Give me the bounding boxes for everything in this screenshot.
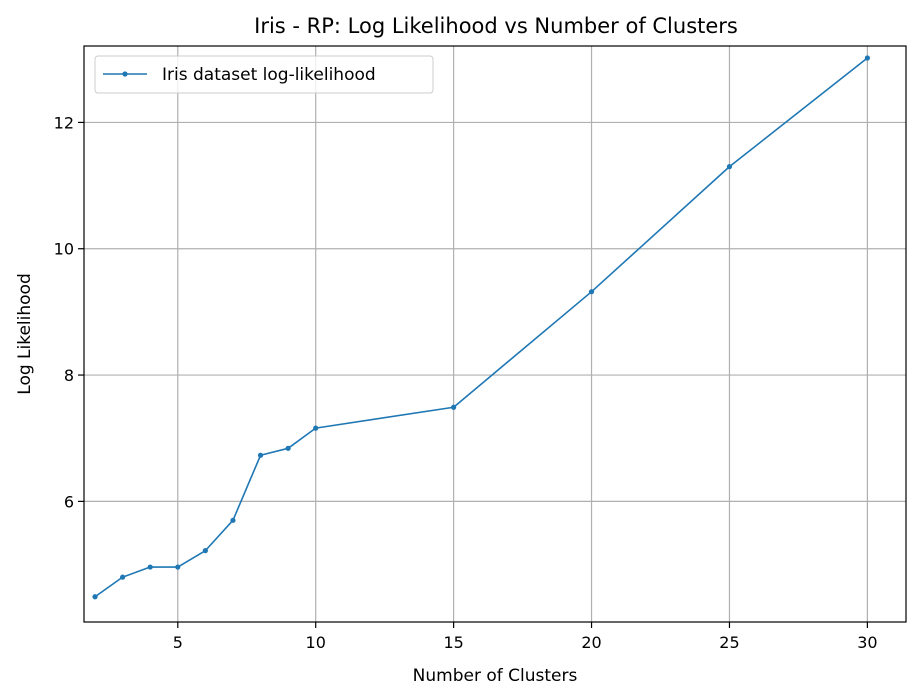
data-point — [230, 517, 236, 523]
plot-frame — [83, 45, 907, 623]
series-layer — [92, 55, 870, 600]
legend-marker-sample — [122, 71, 128, 77]
x-tick-label: 20 — [581, 633, 601, 652]
data-point — [864, 55, 870, 61]
data-point — [92, 594, 98, 600]
y-axis-label: Log Likelihood — [15, 273, 35, 394]
legend-label: Iris dataset log-likelihood — [162, 65, 376, 85]
y-tick-label: 6 — [64, 492, 74, 511]
x-tick-label: 25 — [719, 633, 739, 652]
data-point — [313, 425, 319, 431]
plot-area — [84, 46, 906, 622]
legend-box — [94, 55, 434, 94]
data-point — [285, 445, 291, 451]
x-tick-label: 5 — [173, 633, 183, 652]
legend: Iris dataset log-likelihood — [94, 55, 434, 94]
axis-ticks: 5 10 15 20 25 30 6 8 10 12 — [54, 113, 878, 652]
x-tick-label: 10 — [306, 633, 326, 652]
data-point — [257, 452, 264, 458]
y-tick-label: 8 — [64, 366, 74, 385]
y-tick-label: 10 — [54, 240, 74, 259]
x-tick-label: 30 — [857, 633, 877, 652]
data-point — [120, 574, 126, 580]
grid-lines — [84, 46, 906, 622]
x-axis-label: Number of Clusters — [413, 666, 578, 686]
data-point — [451, 404, 457, 410]
data-point — [726, 164, 733, 170]
data-point — [147, 564, 153, 570]
data-point — [588, 289, 595, 295]
y-tick-label: 12 — [54, 113, 74, 132]
data-point — [202, 548, 208, 554]
x-tick-label: 15 — [443, 633, 463, 652]
data-point — [175, 564, 181, 570]
chart-title: Iris - RP: Log Likelihood vs Number of C… — [254, 14, 738, 38]
